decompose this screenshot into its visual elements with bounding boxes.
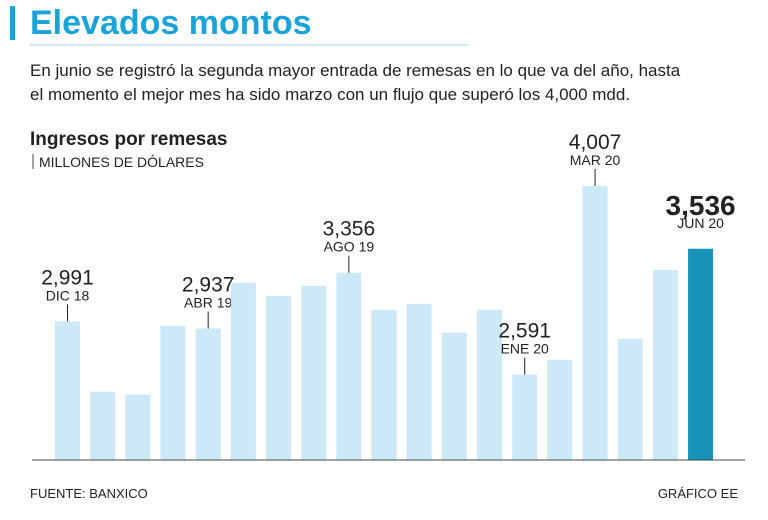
chart-title: Ingresos por remesas — [30, 129, 227, 150]
x-tick-label: ENE 20 — [501, 341, 549, 357]
bar — [512, 374, 538, 460]
bar — [652, 269, 678, 460]
bar — [195, 328, 221, 460]
bar — [688, 248, 714, 460]
bar — [336, 272, 362, 460]
bar — [582, 186, 608, 461]
value-label: 2,591 — [498, 320, 551, 343]
bar — [90, 391, 116, 460]
x-tick-label: MAR 20 — [570, 152, 621, 168]
value-label: 3,356 — [323, 218, 376, 241]
title-accent — [10, 6, 15, 40]
bar — [55, 321, 80, 460]
bar — [266, 295, 292, 460]
bar — [371, 309, 397, 460]
bar — [125, 394, 151, 460]
x-tick-label: JUN 20 — [677, 215, 724, 231]
bar — [406, 303, 432, 460]
chart-subtitle: MILLONES DE DÓLARES — [39, 154, 204, 170]
bar — [617, 338, 643, 460]
headline: Elevados montos — [30, 4, 312, 42]
bar — [477, 309, 503, 460]
value-label: 2,991 — [41, 266, 94, 289]
bar — [230, 282, 256, 460]
x-tick-label: ABR 19 — [184, 295, 232, 311]
value-label: 2,937 — [182, 274, 235, 297]
bar — [160, 325, 186, 460]
intro-line: En junio se registró la segunda mayor en… — [30, 61, 681, 80]
intro-line: el momento el mejor mes ha sido marzo co… — [30, 85, 630, 104]
x-tick-label: DIC 18 — [46, 287, 90, 303]
source: FUENTE: BANXICO — [30, 486, 148, 501]
bar — [441, 332, 467, 460]
bar — [547, 359, 573, 460]
x-tick-label: AGO 19 — [324, 239, 375, 255]
credit: GRÁFICO EE — [658, 486, 739, 501]
value-label: 4,007 — [569, 131, 622, 154]
value-label: 3,536 — [666, 190, 736, 221]
bar — [301, 285, 327, 460]
